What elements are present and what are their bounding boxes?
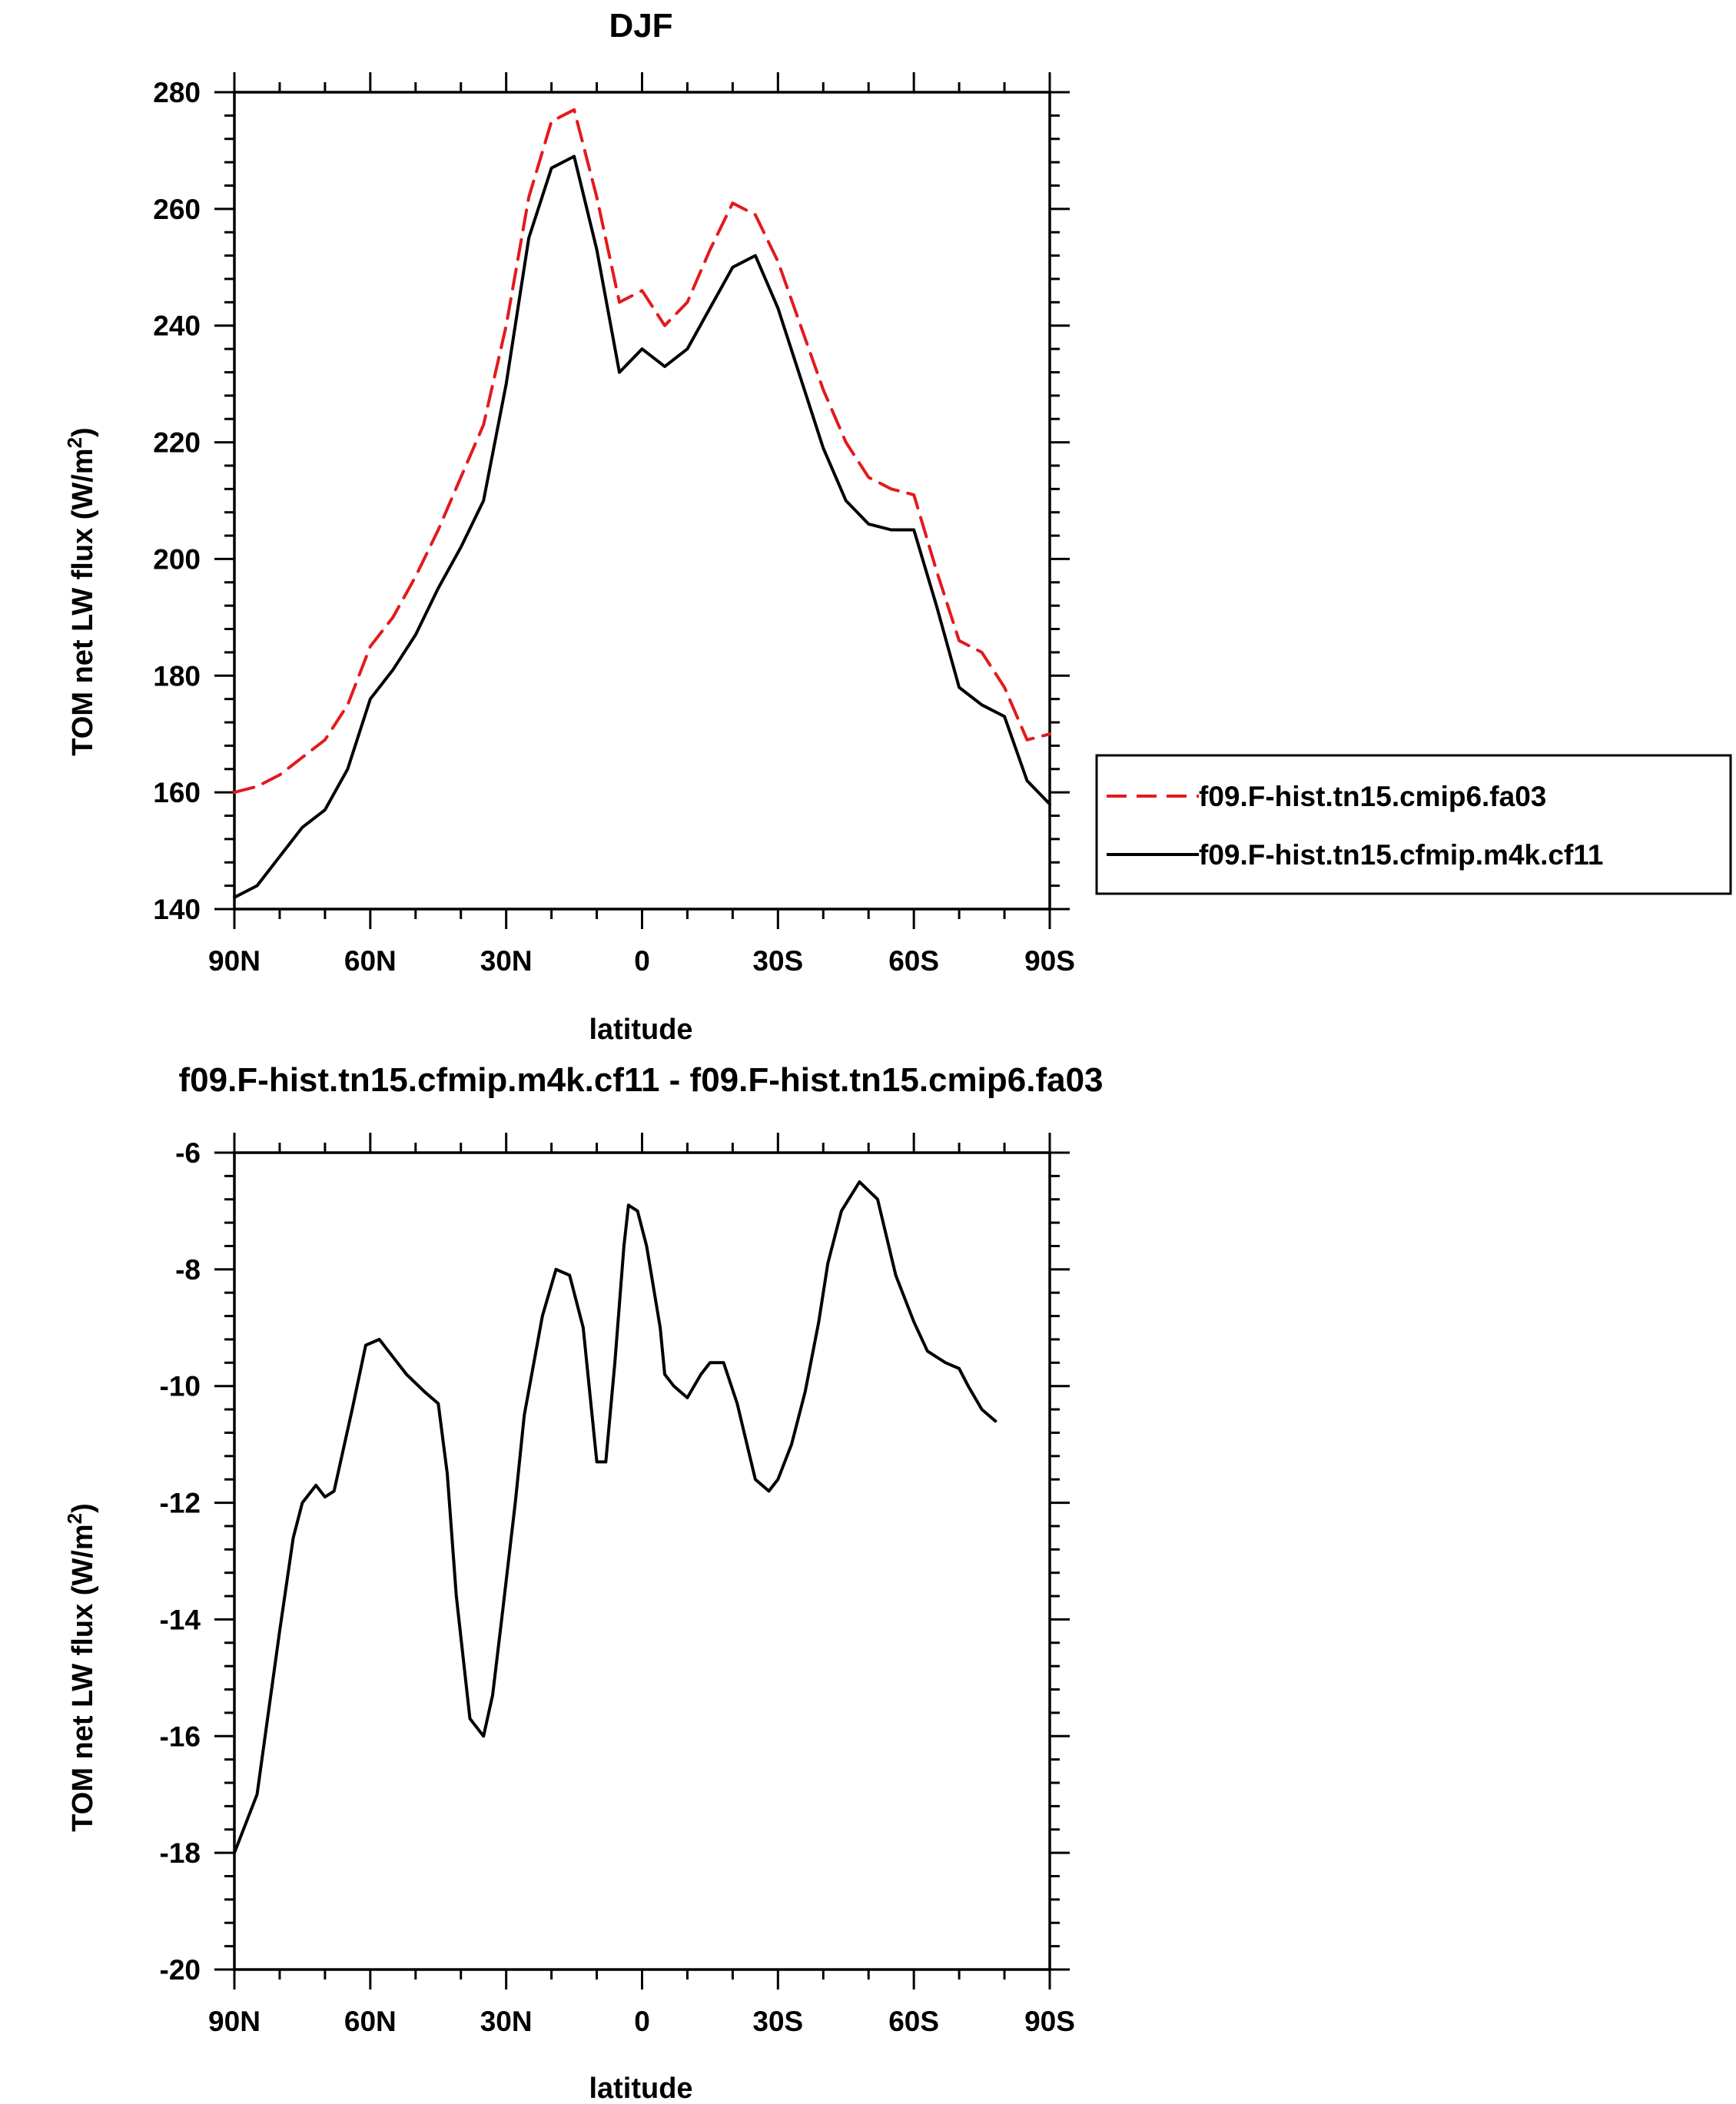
top-x-tick-label: 60S (888, 945, 939, 977)
top-chart-title: DJF (609, 7, 672, 45)
bottom-y-tick-label: -16 (160, 1721, 201, 1752)
bottom-series-line-0 (233, 1180, 997, 1855)
bottom-y-axis-label-close: ) (67, 1503, 99, 1513)
bottom-x-axis-label: latitude (589, 2072, 692, 2104)
top-y-tick-label: 260 (153, 194, 201, 225)
top-y-tick-label: 240 (153, 310, 201, 342)
bottom-y-tick-label: -8 (175, 1254, 201, 1286)
top-x-tick-label: 30N (480, 945, 533, 977)
bottom-x-tick-label: 30N (480, 2006, 533, 2037)
bottom-plot-frame (233, 1151, 1051, 1971)
top-y-axis-label-sup: 2 (63, 437, 86, 448)
top-x-axis-label: latitude (589, 1014, 692, 1046)
bottom-y-axis-label-sup: 2 (63, 1513, 86, 1524)
top-y-tick-label: 140 (153, 894, 201, 925)
top-plot-frame (233, 91, 1051, 911)
bottom-x-tick-label: 60S (888, 2006, 939, 2037)
top-series-line-0 (233, 108, 1051, 795)
bottom-x-tick-label: 30S (752, 2006, 803, 2037)
bottom-x-tick-label: 90N (208, 2006, 261, 2037)
top-y-axis-label-main: TOM net LW flux (W/m (67, 448, 99, 755)
top-x-tick-label: 30S (752, 945, 803, 977)
top-x-tick-label: 60N (344, 945, 397, 977)
bottom-x-tick-label: 0 (634, 2006, 650, 2037)
legend: f09.F-hist.tn15.cmip6.fa03 f09.F-hist.tn… (1095, 754, 1732, 895)
bottom-y-axis-label: TOM net LW flux (W/m2) (63, 1503, 99, 1832)
legend-label-0: f09.F-hist.tn15.cmip6.fa03 (1199, 781, 1546, 812)
top-series-line-1 (233, 154, 1051, 899)
top-y-tick-label: 160 (153, 777, 201, 808)
top-y-axis-label-close: ) (67, 427, 99, 437)
legend-label-1: f09.F-hist.tn15.cfmip.m4k.cf11 (1199, 839, 1603, 871)
bottom-y-tick-label: -6 (175, 1137, 201, 1169)
top-y-tick-label: 220 (153, 427, 201, 459)
bottom-chart-title: f09.F-hist.tn15.cfmip.m4k.cf11 - f09.F-h… (178, 1061, 1103, 1099)
bottom-y-tick-label: -10 (160, 1371, 201, 1402)
bottom-y-tick-label: -12 (160, 1488, 201, 1519)
legend-box (1095, 754, 1732, 895)
bottom-x-tick-label: 60N (344, 2006, 397, 2037)
bottom-x-tick-label: 90S (1024, 2006, 1075, 2037)
top-y-axis-label: TOM net LW flux (W/m2) (63, 427, 99, 756)
bottom-y-axis-label-main: TOM net LW flux (W/m (67, 1524, 99, 1831)
bottom-y-tick-label: -14 (160, 1604, 201, 1635)
bottom-chart-plot: -20 -18 -16 -14 -12 -10 -8 -6 90N 60N 30N 0 30S 60S 90… (160, 1133, 1075, 2037)
bottom-y-tick-label: -18 (160, 1837, 201, 1869)
top-y-tick-label: 200 (153, 543, 201, 575)
top-x-tick-label: 90N (208, 945, 261, 977)
top-y-tick-label: 180 (153, 660, 201, 692)
top-x-tick-label: 0 (634, 945, 650, 977)
top-x-tick-label: 90S (1024, 945, 1075, 977)
top-y-tick-label: 280 (153, 77, 201, 108)
top-chart-plot: 140 160 180 200 220 240 260 280 90N 60N 30N 0 30S 60S… (153, 72, 1075, 977)
bottom-y-tick-label: -20 (160, 1954, 201, 1986)
